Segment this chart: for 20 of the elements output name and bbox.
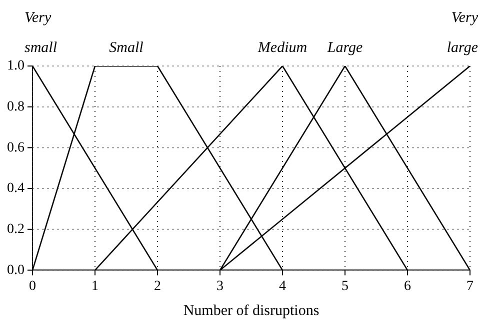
y-tick-label: 0.6 — [7, 140, 24, 156]
y-tick-label: 0.0 — [7, 262, 24, 278]
series-label: Very large — [446, 10, 478, 56]
y-tick-label: 0.8 — [7, 100, 24, 115]
x-tick-label: 7 — [466, 278, 474, 294]
y-tick-label: 0.2 — [7, 222, 24, 238]
y-tick-label: 0.4 — [7, 181, 24, 196]
x-tick-label: 4 — [279, 278, 286, 294]
series-label: Very small — [24, 10, 58, 56]
series-label: Medium — [256, 40, 308, 56]
series-label: Large — [326, 40, 363, 56]
x-tick-label: 6 — [404, 278, 411, 294]
x-axis-title: Number of disruptions — [183, 302, 320, 319]
x-tick-label: 5 — [342, 278, 348, 294]
x-tick-label: 1 — [92, 278, 98, 294]
series-label: Small — [109, 40, 144, 56]
y-tick-label: 1.0 — [7, 58, 24, 74]
x-tick-label: 0 — [29, 278, 36, 294]
x-tick-label: 3 — [216, 278, 224, 294]
x-tick-label: 2 — [154, 278, 161, 294]
